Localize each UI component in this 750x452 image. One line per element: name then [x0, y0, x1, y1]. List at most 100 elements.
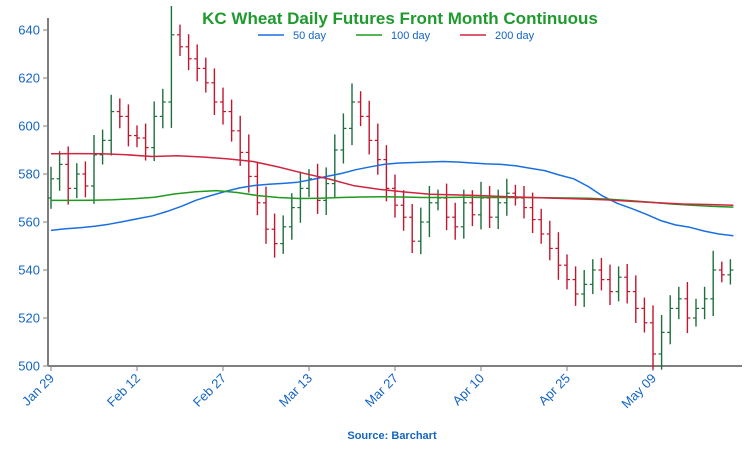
price-bar — [142, 123, 149, 161]
price-bar — [73, 163, 80, 199]
price-bar — [357, 91, 364, 127]
price-bar — [56, 151, 63, 191]
price-bar — [675, 286, 682, 320]
price-bar — [185, 34, 192, 71]
price-bar — [202, 57, 209, 93]
price-bar — [211, 68, 218, 115]
price-bar — [684, 282, 691, 334]
legend-label-50-day: 50 day — [293, 30, 327, 42]
legend-item-50-day: 50 day — [258, 30, 327, 42]
price-bar — [529, 192, 536, 234]
price-bar — [409, 204, 416, 254]
price-bar — [727, 259, 734, 285]
price-bar — [151, 101, 158, 162]
price-bar — [701, 286, 708, 320]
price-bar — [417, 207, 424, 255]
price-bar — [125, 104, 132, 147]
x-tick-label: Feb 12 — [104, 371, 143, 410]
x-tick-label: Apr 25 — [535, 371, 573, 409]
x-tick-label: Apr 10 — [449, 371, 487, 409]
price-bar — [323, 167, 330, 215]
price-bar — [245, 134, 252, 193]
y-tick-label: 500 — [18, 359, 40, 374]
price-bar — [693, 298, 699, 327]
price-bar — [486, 186, 493, 228]
price-bar — [374, 123, 381, 175]
price-bar — [478, 181, 484, 230]
price-bar — [314, 163, 321, 214]
chart-title: KC Wheat Daily Futures Front Month Conti… — [202, 9, 598, 28]
legend: 50 day 100 day 200 day — [258, 30, 535, 42]
ma-line-50-day — [50, 160, 734, 237]
price-bar — [108, 94, 115, 156]
x-tick-label: Jan 29 — [19, 371, 57, 409]
y-axis: 500 520 540 560 580 600 620 640 — [18, 18, 49, 374]
ma-line-100-day — [51, 189, 734, 208]
price-bar — [650, 305, 656, 370]
x-tick-label: Feb 27 — [190, 371, 229, 410]
price-bar — [220, 87, 226, 125]
price-bar — [271, 213, 278, 258]
price-bar — [297, 171, 304, 223]
price-bar — [572, 266, 579, 306]
price-bar — [581, 270, 588, 307]
price-bar — [435, 189, 441, 211]
price-bar — [168, 6, 175, 128]
legend-item-100-day: 100 day — [356, 30, 431, 42]
y-tick-label: 540 — [18, 263, 40, 278]
price-bar — [116, 98, 123, 129]
price-bar — [280, 215, 287, 254]
price-bar — [710, 250, 717, 317]
price-bar — [194, 44, 201, 82]
x-tick-label: May 09 — [618, 371, 659, 412]
price-bar — [340, 113, 347, 164]
x-tick-label: Mar 27 — [362, 371, 401, 410]
price-bar — [48, 166, 54, 209]
price-bar — [658, 315, 665, 370]
y-tick-label: 560 — [18, 215, 40, 230]
price-bar — [443, 183, 450, 231]
price-bar — [607, 264, 613, 306]
y-tick-label: 620 — [18, 71, 40, 86]
legend-label-100-day: 100 day — [391, 30, 431, 42]
price-bar — [632, 275, 639, 323]
price-bar — [555, 232, 562, 280]
x-axis: Jan 29 Feb 12 Feb 27 Mar 13 Mar 27 Apr 10 Apr … — [19, 365, 742, 412]
price-bar — [65, 146, 72, 205]
price-bar — [254, 162, 261, 216]
price-bar — [546, 220, 553, 261]
price-bar — [383, 145, 390, 202]
price-bar — [349, 83, 355, 146]
y-tick-label: 520 — [18, 311, 40, 326]
price-bars — [48, 6, 734, 370]
price-bar — [718, 261, 725, 283]
price-bar — [512, 184, 519, 206]
price-bar — [667, 295, 674, 345]
price-bar — [366, 100, 373, 155]
price-bar — [331, 134, 338, 198]
price-bar — [82, 161, 89, 198]
price-bar — [589, 259, 596, 295]
price-bar — [263, 186, 269, 244]
legend-label-200-day: 200 day — [495, 30, 535, 42]
price-bar — [538, 208, 545, 244]
x-tick-label: Mar 13 — [276, 371, 315, 410]
price-bar — [564, 254, 570, 290]
price-bar — [641, 297, 648, 333]
price-bar — [237, 115, 244, 166]
price-bar — [99, 129, 106, 165]
price-bar — [469, 190, 476, 227]
moving-average-lines — [50, 152, 734, 237]
price-bar — [624, 264, 631, 304]
price-bar — [134, 125, 140, 148]
ma-line-200-day — [50, 152, 734, 206]
price-bar — [615, 266, 622, 302]
price-bar — [452, 202, 459, 240]
price-bar — [598, 258, 605, 291]
price-bar — [177, 24, 183, 56]
price-bar — [521, 186, 527, 219]
price-bar — [288, 193, 295, 240]
price-bar — [91, 135, 97, 204]
source-label: Source: Barchart — [347, 430, 437, 442]
